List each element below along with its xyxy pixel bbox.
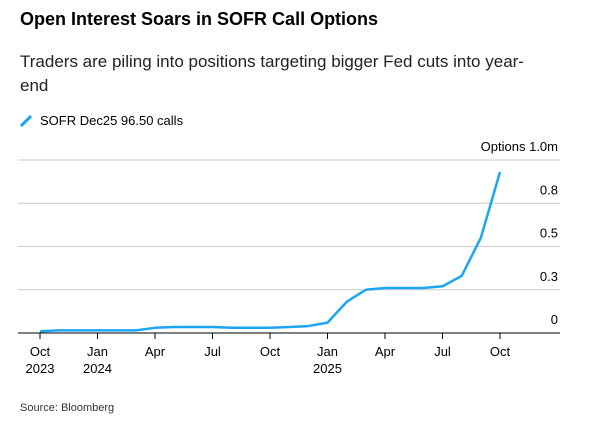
x-tick-label: Apr (374, 344, 396, 359)
y-tick-label: 0.3 (540, 269, 558, 284)
chart-subtitle: Traders are piling into positions target… (20, 52, 524, 95)
legend-swatch (20, 114, 32, 127)
y-tick-label: 0 (551, 312, 558, 327)
x-tick-label: Jul (434, 344, 451, 359)
x-tick-label: Oct 2023 (25, 344, 55, 376)
y-tick-label: Options 1.0m (481, 139, 558, 154)
y-tick-label: 0.5 (540, 226, 558, 241)
x-tick-label: Apr (144, 344, 166, 359)
x-tick-label: Oct (259, 344, 281, 359)
x-tick-label: Jan 2025 (313, 344, 342, 376)
x-tick-label: Jan 2024 (83, 344, 112, 376)
source: Source: Bloomberg (20, 402, 115, 414)
x-tick-label: Jul (204, 344, 221, 359)
legend-label: SOFR Dec25 96.50 calls (40, 113, 184, 128)
series-line (39, 171, 502, 333)
legend: SOFR Dec25 96.50 calls (20, 113, 183, 128)
chart-title: Open Interest Soars in SOFR Call Options (20, 9, 379, 29)
y-tick-label: 0.8 (540, 182, 558, 197)
x-tick-label: Oct (489, 344, 511, 359)
